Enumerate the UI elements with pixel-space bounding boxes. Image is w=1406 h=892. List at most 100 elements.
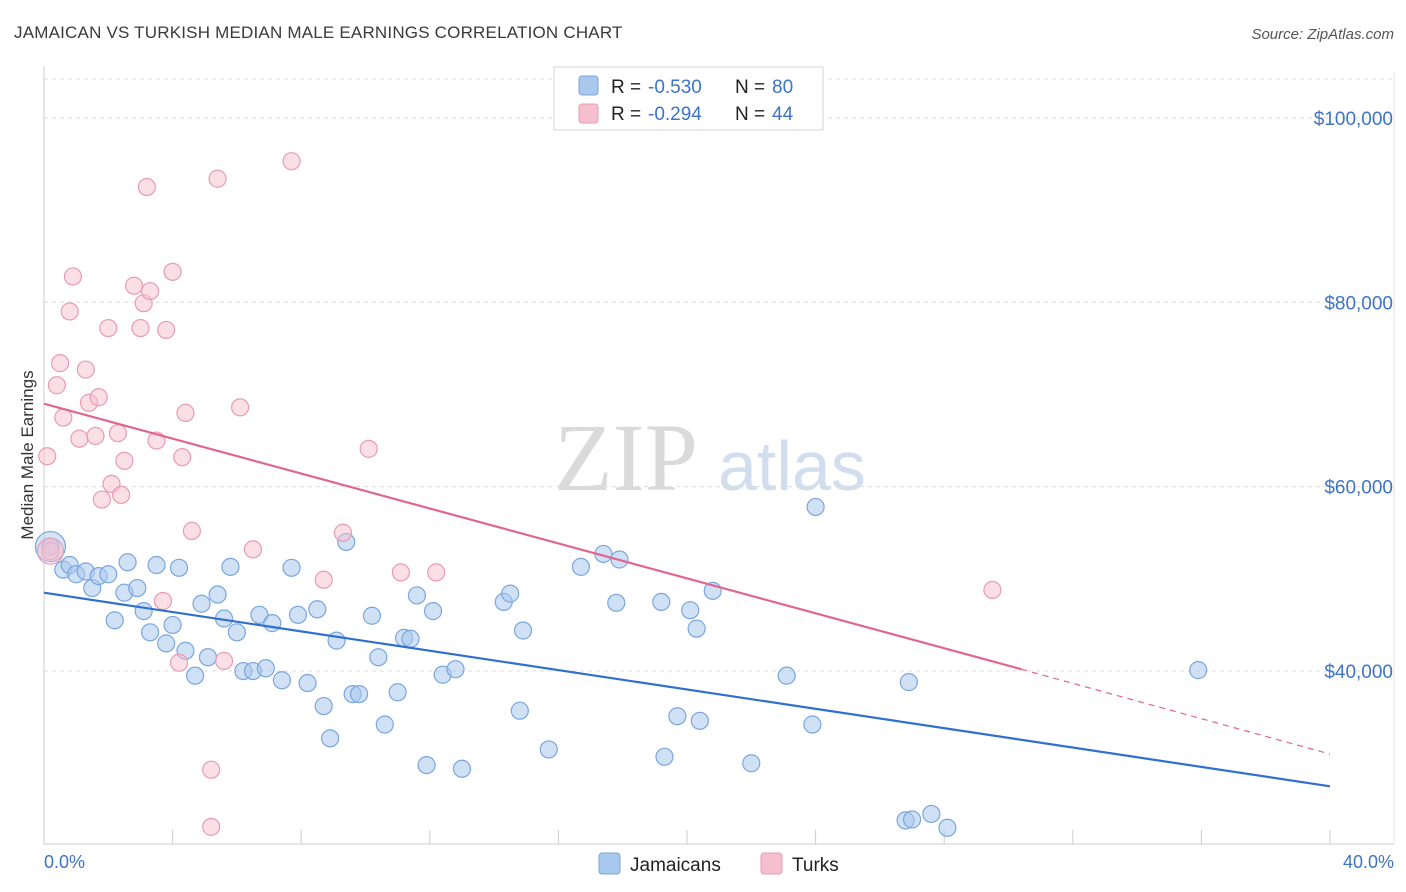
data-point-jamaicans [272, 671, 292, 690]
data-point-jamaicans [501, 584, 520, 603]
data-point-turks [63, 267, 83, 286]
data-point-turks [333, 523, 353, 542]
data-point-jamaicans [687, 619, 706, 638]
data-point-jamaicans [539, 740, 558, 759]
y-tick-label: $60,000 [1324, 478, 1393, 499]
data-point-turks [137, 177, 156, 197]
data-point-turks [182, 521, 201, 541]
trend-lines [43, 402, 1331, 788]
data-point-jamaicans [349, 684, 369, 704]
data-point-turks [70, 429, 89, 448]
data-point-turks [112, 485, 131, 505]
series-legend: Jamaicans Turks [598, 852, 839, 876]
data-point-jamaicans [208, 585, 227, 604]
x-tick-label-left: 0.0% [44, 852, 85, 872]
data-point-jamaicans [308, 600, 327, 619]
y-tick-label: $80,000 [1324, 293, 1393, 314]
legend-swatch-jamaicans [578, 75, 599, 96]
data-point-jamaicans [452, 759, 472, 778]
data-point-turks [157, 320, 176, 340]
data-point-turks [427, 563, 446, 582]
data-point-turks [282, 152, 301, 171]
data-point-turks [169, 653, 189, 672]
data-point-jamaicans [147, 555, 166, 575]
data-point-turks [163, 262, 182, 281]
data-point-jamaicans [169, 558, 189, 577]
data-point-turks [41, 542, 60, 561]
watermark: ZIP atlas [554, 404, 866, 511]
chart-source: Source: ZipAtlas.com [1251, 26, 1394, 43]
data-point-jamaicans [655, 747, 674, 766]
data-point-jamaicans [777, 666, 796, 685]
data-point-turks [124, 276, 144, 295]
data-point-jamaicans [128, 578, 147, 598]
data-point-jamaicans [375, 715, 394, 734]
data-point-turks-large [36, 537, 65, 565]
legend-r-label-jamaicans: R = [611, 77, 641, 98]
data-point-turks [115, 451, 134, 470]
data-point-jamaicans [902, 810, 922, 829]
data-point-jamaicans [186, 666, 205, 685]
data-point-jamaicans [321, 729, 340, 748]
data-point-jamaicans [407, 586, 427, 605]
y-tick-label: $40,000 [1324, 662, 1393, 683]
data-point-jamaicans [681, 601, 700, 620]
data-point-turks [173, 448, 192, 467]
data-point-jamaicans [922, 804, 941, 824]
data-point-jamaicans [668, 707, 687, 726]
watermark-zip: ZIP [554, 404, 698, 511]
chart-title: JAMAICAN VS TURKISH MEDIAN MALE EARNINGS… [14, 23, 623, 42]
data-point-jamaicans [314, 696, 333, 716]
data-point-turks [50, 354, 70, 373]
data-point-jamaicans [227, 623, 246, 642]
trend-line-jamaicans [43, 591, 1331, 788]
data-point-jamaicans [157, 634, 176, 653]
bottom-legend-swatch-jamaicans [598, 852, 621, 875]
data-point-turks [99, 318, 118, 338]
data-point-turks [140, 282, 160, 301]
data-point-turks [108, 424, 128, 443]
legend-n-label-jamaicans: N = [735, 77, 765, 98]
data-point-turks [983, 580, 1002, 600]
data-point-jamaicans [652, 592, 671, 612]
data-point-jamaicans [401, 629, 420, 648]
y-axis-label: Median Male Earnings [18, 370, 37, 539]
data-point-jamaicans [607, 593, 626, 612]
data-point-jamaicans [198, 648, 218, 667]
bottom-legend-swatch-turks [760, 852, 783, 875]
data-point-jamaicans [362, 606, 382, 625]
data-point-jamaicans [134, 602, 153, 621]
trend-line-turks [43, 402, 1022, 671]
trend-line-turks-extension [1021, 668, 1331, 755]
data-point-jamaicans [99, 565, 118, 584]
data-point-jamaicans [288, 605, 308, 624]
stats-legend: R = -0.530 N = 80 R = -0.294 N = 44 [553, 66, 824, 131]
data-point-jamaicans [256, 659, 275, 678]
watermark-atlas: atlas [718, 427, 866, 505]
legend-n-value-turks: 44 [772, 104, 794, 125]
data-point-jamaicans [938, 818, 957, 837]
data-point-jamaicans [163, 615, 182, 635]
data-point-jamaicans [417, 755, 436, 775]
data-point-turks [89, 388, 108, 407]
legend-r-value-turks: -0.294 [648, 104, 702, 125]
data-point-jamaicans [806, 497, 825, 517]
data-point-jamaicans [221, 557, 240, 576]
data-point-turks [231, 398, 250, 417]
data-point-turks [47, 376, 66, 395]
data-point-jamaicans [423, 602, 443, 621]
legend-n-value-jamaicans: 80 [772, 77, 793, 98]
data-point-jamaicans [803, 715, 822, 734]
data-point-turks [92, 490, 111, 509]
data-point-jamaicans [192, 594, 211, 613]
data-point-turks [243, 540, 263, 559]
y-tick-labels: $100,000 $80,000 $60,000 $40,000 [1314, 109, 1393, 683]
data-point-turks [314, 570, 333, 589]
data-point-turks [131, 318, 150, 338]
stats-legend-box [553, 66, 824, 131]
data-point-jamaicans [513, 621, 533, 640]
data-point-turks [208, 169, 227, 188]
data-point-jamaicans [140, 623, 160, 642]
data-point-jamaicans [388, 683, 407, 702]
